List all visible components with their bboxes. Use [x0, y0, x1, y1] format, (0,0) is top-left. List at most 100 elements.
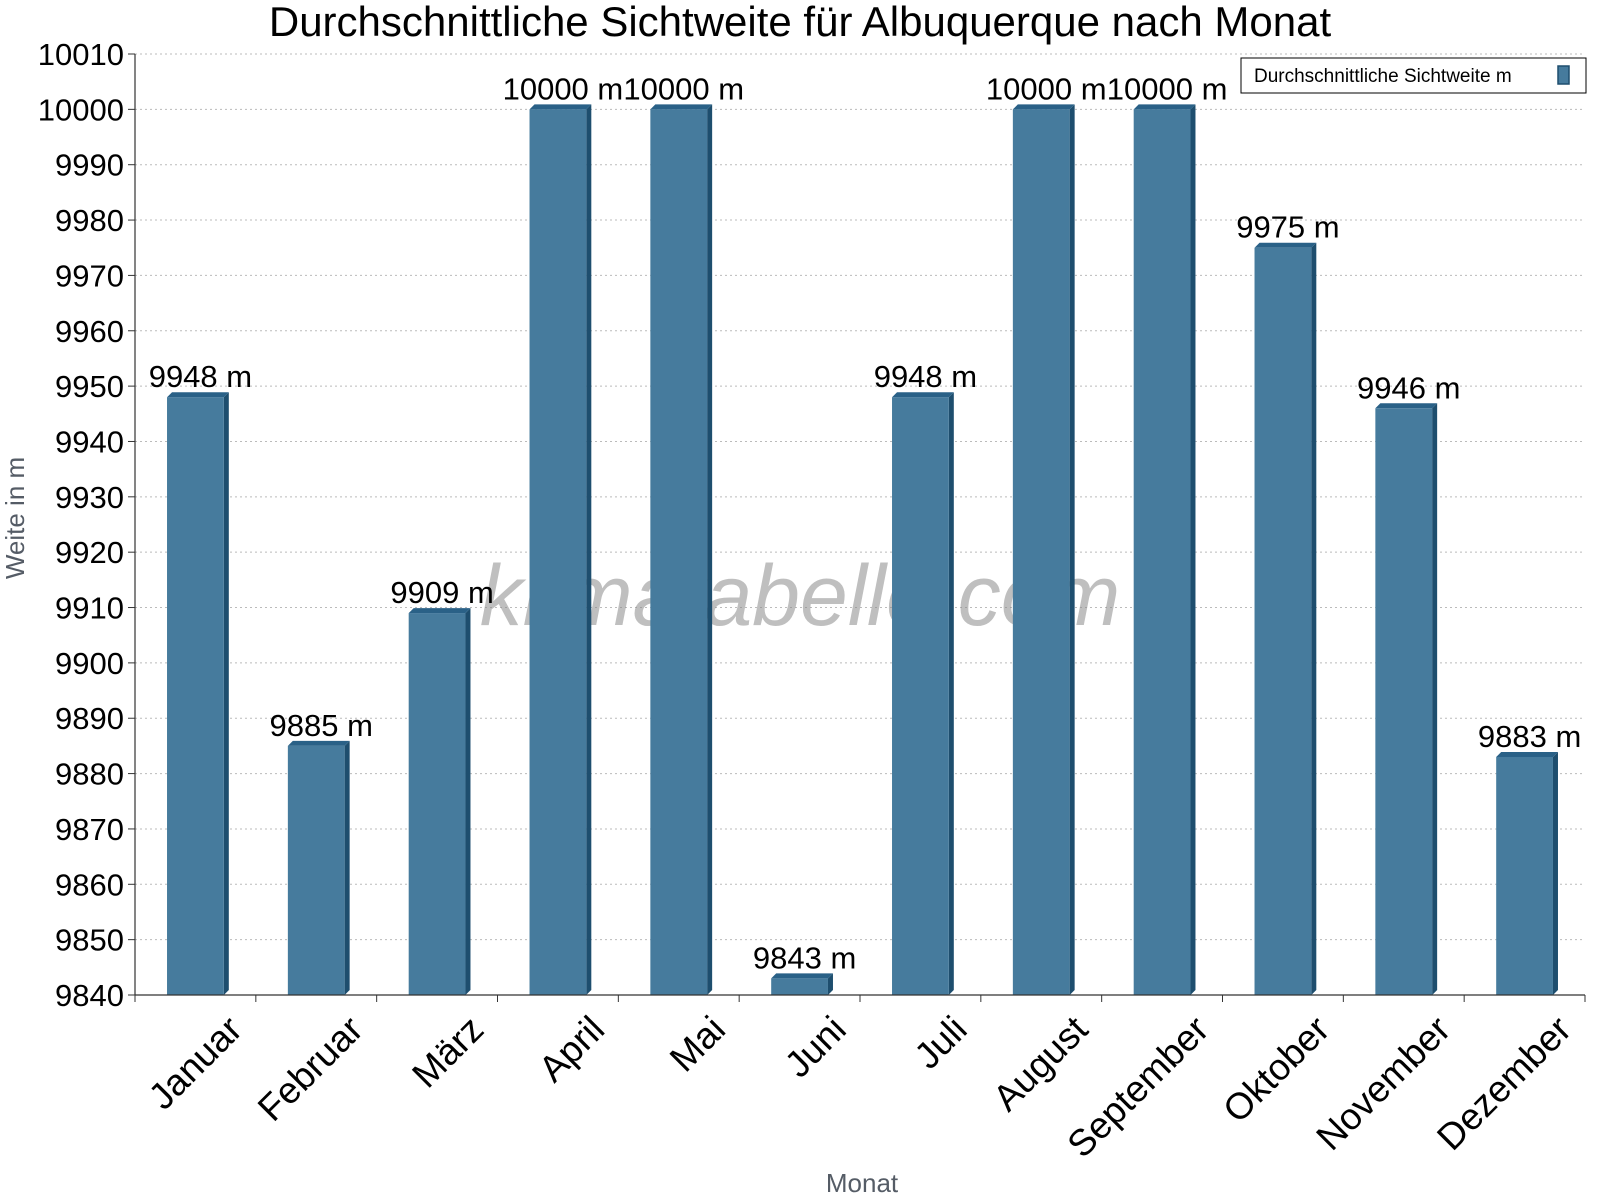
- x-tick-label: Dezember: [1429, 1008, 1579, 1158]
- x-tick-label: April: [531, 1008, 612, 1089]
- bar-side: [465, 608, 471, 995]
- y-tick-labels: 9840 9850 9860 9870 9880 9890 9900 9910 9920 9930…: [38, 37, 124, 1013]
- bar: [892, 392, 954, 995]
- bar: [650, 104, 713, 995]
- y-tick-label: 9960: [55, 314, 124, 349]
- value-label: 10000 m: [986, 71, 1107, 106]
- x-tick-label: August: [985, 1008, 1096, 1119]
- bar: [771, 973, 833, 995]
- bar-side: [827, 973, 833, 995]
- bar-top: [1012, 104, 1075, 110]
- value-label: 10000 m: [1107, 71, 1228, 106]
- x-tick-label: Januar: [141, 1008, 250, 1117]
- x-axis-title: Monat: [826, 1168, 899, 1198]
- bar-side: [223, 392, 229, 995]
- y-tick-label: 9990: [55, 148, 124, 183]
- bar-side: [1190, 104, 1196, 995]
- y-tick-label: 9980: [55, 203, 124, 238]
- x-tick-label: Februar: [250, 1008, 371, 1129]
- bar-front: [892, 397, 949, 995]
- legend-swatch: [1557, 65, 1570, 85]
- bar-top: [1375, 403, 1438, 409]
- bar-side: [344, 740, 350, 995]
- x-tick-label: Juli: [906, 1008, 974, 1076]
- bar: [1133, 104, 1196, 995]
- y-tick-label: 9840: [55, 978, 124, 1013]
- bar-front: [1254, 247, 1312, 995]
- bar-top: [892, 392, 954, 398]
- bar-top: [1254, 242, 1317, 248]
- y-tick-label: 9890: [55, 701, 124, 736]
- value-label: 9975 m: [1236, 210, 1339, 245]
- legend: Durchschnittliche Sichtweite m: [1240, 57, 1587, 94]
- bar-front: [287, 745, 345, 995]
- bar: [529, 104, 592, 995]
- bar-front: [1375, 408, 1433, 996]
- bar-front: [529, 109, 587, 995]
- value-label: 9948 m: [149, 359, 252, 394]
- bar-front: [771, 978, 828, 995]
- bar-top: [408, 608, 471, 614]
- bar-front: [650, 109, 708, 995]
- bar-top: [287, 740, 350, 746]
- x-tick-label: Mai: [662, 1008, 733, 1079]
- y-axis-title: Weite in m: [0, 457, 30, 579]
- chart-title: Durchschnittliche Sichtweite für Albuque…: [269, 0, 1332, 45]
- bar-side: [1069, 104, 1075, 995]
- bar-top: [771, 973, 833, 979]
- y-tick-label: 9910: [55, 591, 124, 626]
- bar-front: [1496, 756, 1553, 995]
- bar: [287, 740, 350, 995]
- bar-front: [1012, 109, 1070, 995]
- axes: [128, 53, 1586, 1002]
- y-tick-label: 9940: [55, 424, 124, 459]
- bar: [1375, 403, 1438, 996]
- x-tick-labels: Januar Februar März April Mai Juni Juli AugustS…: [141, 1008, 1579, 1165]
- y-tick-label: 10000: [38, 92, 124, 127]
- y-tick-label: 9970: [55, 258, 124, 293]
- bar: [1254, 242, 1317, 995]
- value-label: 9909 m: [390, 575, 493, 610]
- bar-top: [167, 392, 229, 398]
- bar: [408, 608, 471, 995]
- bar-top: [650, 104, 713, 110]
- bar-top: [529, 104, 592, 110]
- bar: [167, 392, 229, 995]
- bar-top: [1496, 751, 1558, 757]
- y-tick-label: 9850: [55, 923, 124, 958]
- x-tick-label: Juni: [777, 1008, 854, 1085]
- y-tick-label: 9920: [55, 535, 124, 570]
- y-tick-label: 9950: [55, 369, 124, 404]
- bar-side: [707, 104, 713, 995]
- bar-side: [1552, 751, 1558, 995]
- bar: [1012, 104, 1075, 995]
- y-tick-label: 10010: [38, 37, 124, 72]
- bar: [1496, 751, 1558, 995]
- grid-lines: [135, 53, 1585, 941]
- bar-front: [408, 613, 466, 995]
- x-tick-label: März: [404, 1008, 491, 1095]
- legend-box: [1240, 57, 1587, 94]
- bar-front: [167, 397, 224, 995]
- bar-side: [586, 104, 592, 995]
- value-label: 9948 m: [874, 359, 977, 394]
- bar-front: [1133, 109, 1191, 995]
- x-tick-label: Oktober: [1215, 1008, 1337, 1130]
- bars: [167, 104, 1558, 996]
- value-label: 10000 m: [503, 71, 624, 106]
- value-label: 9946 m: [1357, 370, 1460, 405]
- value-label: 9843 m: [753, 940, 856, 975]
- bar-side: [948, 392, 954, 995]
- bar-top: [1133, 104, 1196, 110]
- value-label: 10000 m: [623, 71, 744, 106]
- value-label: 9883 m: [1478, 719, 1581, 754]
- bar-side: [1311, 242, 1317, 995]
- bar-side: [1432, 403, 1438, 996]
- y-tick-label: 9930: [55, 480, 124, 515]
- y-tick-label: 9860: [55, 867, 124, 902]
- y-tick-label: 9870: [55, 812, 124, 847]
- legend-label: Durchschnittliche Sichtweite m: [1254, 66, 1512, 87]
- value-label: 9885 m: [270, 708, 373, 743]
- y-tick-label: 9900: [55, 646, 124, 681]
